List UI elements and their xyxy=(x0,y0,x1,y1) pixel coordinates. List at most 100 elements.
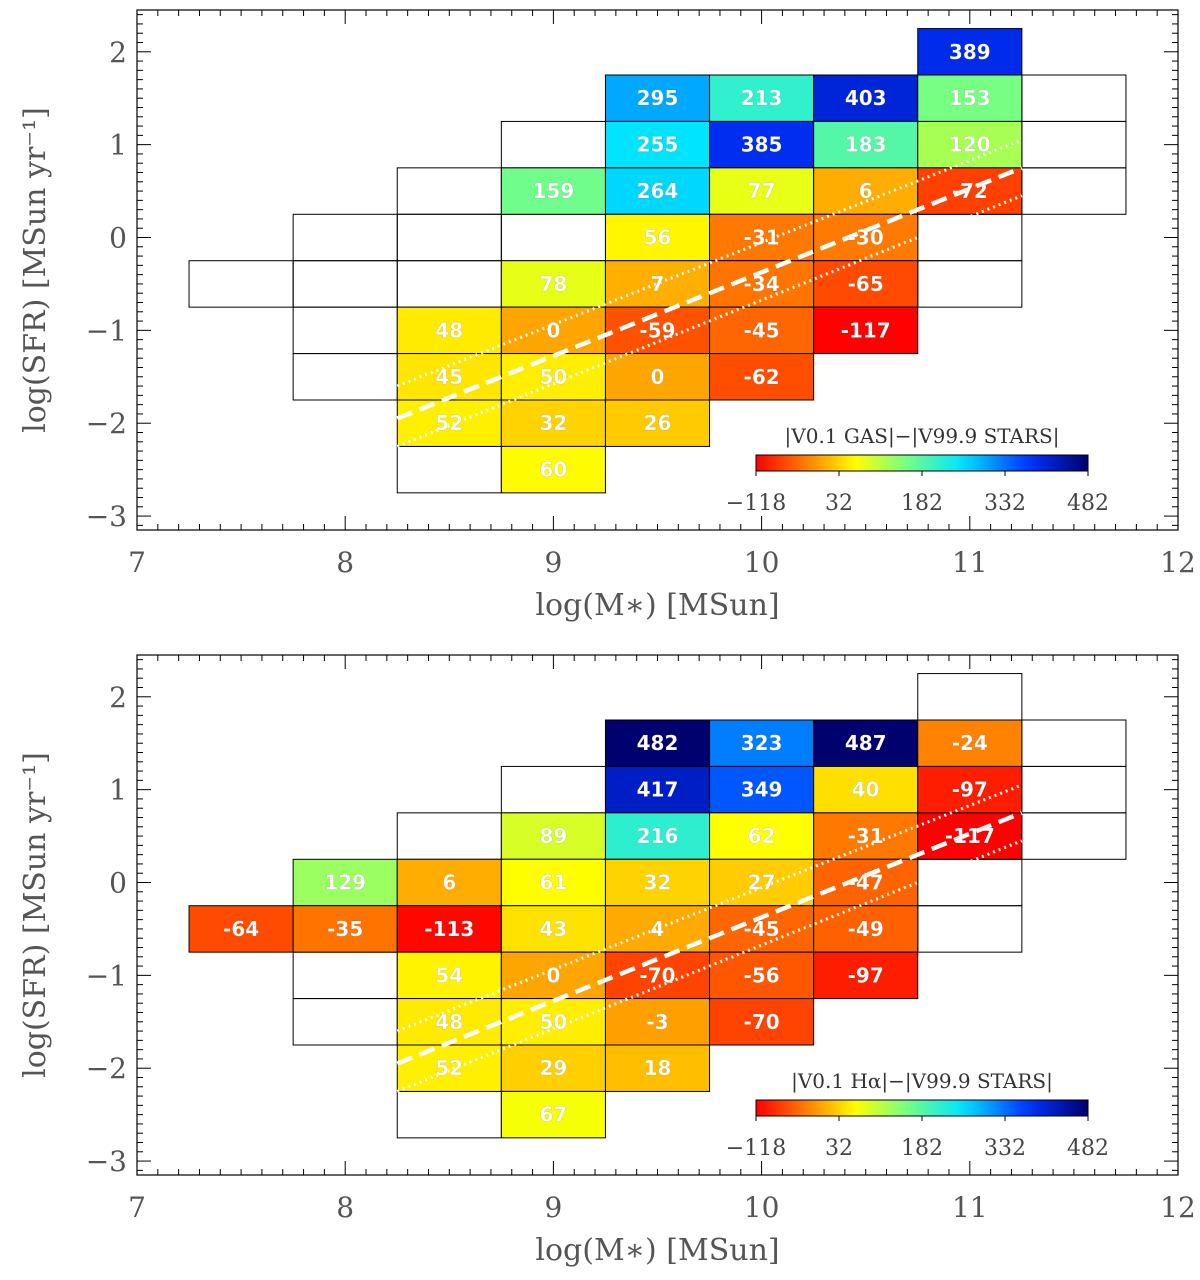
colorbar-tick-label: 332 xyxy=(984,491,1026,516)
y-axis-label: log(SFR) [MSun yr⁻¹] xyxy=(18,752,53,1078)
cell-value-label: 487 xyxy=(845,731,887,755)
cell-value-label: 67 xyxy=(539,1103,567,1127)
x-tick-label: 9 xyxy=(544,1191,562,1224)
heatmap-cell xyxy=(500,951,606,1000)
colorbar-tick-label: −118 xyxy=(726,491,786,516)
cell-value-label: -65 xyxy=(848,272,884,296)
cell-value-label: -45 xyxy=(744,318,780,342)
colorbar-tick-label: −118 xyxy=(726,1136,786,1161)
heatmap-cell xyxy=(500,306,606,355)
heatmap-cell xyxy=(813,719,919,767)
x-tick-label: 10 xyxy=(744,546,780,579)
heatmap-cell xyxy=(604,765,711,814)
empty-bin xyxy=(917,213,1023,262)
cell-value-label: 4 xyxy=(651,917,665,941)
heatmap-cell xyxy=(709,858,815,907)
heatmap-cell xyxy=(604,998,711,1046)
cell-value-label: 56 xyxy=(644,226,672,250)
cell-value-label: -35 xyxy=(327,917,363,941)
empty-bin xyxy=(917,260,1023,308)
heatmap-cell xyxy=(813,306,919,355)
y-tick-label: −2 xyxy=(86,407,127,440)
cell-value-label: 52 xyxy=(435,411,463,435)
heatmap-cell xyxy=(500,905,606,953)
main-sequence-dashed-line xyxy=(396,165,1023,421)
heatmap-cell xyxy=(604,719,711,767)
cell-value-label: 77 xyxy=(748,179,776,203)
x-tick-label: 9 xyxy=(544,546,562,579)
y-tick-label: 1 xyxy=(109,774,127,807)
x-tick-label: 12 xyxy=(1160,1191,1196,1224)
heatmap-cell xyxy=(500,353,606,401)
cell-value-label: -113 xyxy=(424,917,474,941)
empty-bin xyxy=(500,120,606,169)
cell-value-label: 385 xyxy=(741,133,783,157)
cell-value-label: 417 xyxy=(637,778,679,802)
cell-value-label: -117 xyxy=(945,824,995,848)
y-tick-label: 1 xyxy=(109,129,127,162)
x-axis-label: log(M∗) [MSun] xyxy=(535,1233,779,1268)
cell-value-label: 32 xyxy=(644,871,672,895)
empty-bin xyxy=(292,951,398,1000)
cell-value-label: 6 xyxy=(442,871,456,895)
empty-bin xyxy=(500,213,606,262)
cell-value-label: 61 xyxy=(539,871,567,895)
x-tick-label: 11 xyxy=(952,546,988,579)
cell-value-label: -70 xyxy=(639,963,675,987)
heatmap-cell xyxy=(604,353,711,401)
cell-value-label: 120 xyxy=(949,133,991,157)
cell-value-label: 54 xyxy=(435,963,463,987)
cell-value-label: -117 xyxy=(841,318,891,342)
x-tick-label: 12 xyxy=(1160,546,1196,579)
empty-bin xyxy=(1021,167,1127,215)
y-tick-label: 2 xyxy=(109,681,127,714)
cell-value-label: 183 xyxy=(845,133,887,157)
main-sequence-upper-dotted-line xyxy=(396,783,1023,1033)
colorbar-tick-label: 32 xyxy=(825,1136,853,1161)
y-tick-label: −1 xyxy=(86,314,127,347)
y-tick-label: −1 xyxy=(86,959,127,992)
colorbar-title: |V0.1 GAS|−|V99.9 STARS| xyxy=(785,424,1060,449)
heatmap-cell xyxy=(500,445,606,494)
heatmap-cell xyxy=(604,399,711,447)
cell-value-label: 7 xyxy=(651,272,665,296)
heatmap-cell xyxy=(813,951,919,1000)
empty-bin xyxy=(292,213,398,262)
heatmap-cell xyxy=(604,858,711,907)
cell-value-label: 62 xyxy=(748,824,776,848)
cell-value-label: 0 xyxy=(546,963,560,987)
heatmap-cell xyxy=(813,858,919,907)
heatmap-cell xyxy=(500,1090,606,1139)
x-tick-label: 7 xyxy=(128,546,146,579)
empty-bin xyxy=(1021,74,1127,122)
cell-value-label: 482 xyxy=(637,731,679,755)
main-sequence-upper-dotted-line xyxy=(396,138,1023,388)
cell-value-label: 349 xyxy=(741,778,783,802)
x-tick-label: 11 xyxy=(952,1191,988,1224)
cell-value-label: -72 xyxy=(952,179,988,203)
colorbar xyxy=(755,454,1089,472)
cell-value-label: 60 xyxy=(539,458,567,482)
y-tick-label: −3 xyxy=(86,500,127,533)
heatmap-cell xyxy=(396,858,502,907)
heatmap-cell xyxy=(500,260,606,308)
cell-value-label: 26 xyxy=(644,411,672,435)
cell-value-label: -49 xyxy=(848,917,884,941)
x-tick-label: 10 xyxy=(744,1191,780,1224)
cell-value-label: 403 xyxy=(845,86,887,110)
cell-value-label: 18 xyxy=(644,1056,672,1080)
empty-bin xyxy=(917,673,1023,721)
cell-value-label: 43 xyxy=(539,917,567,941)
cell-value-label: 48 xyxy=(435,1010,463,1034)
cell-value-label: 40 xyxy=(852,778,880,802)
y-tick-label: 2 xyxy=(109,36,127,69)
heatmap-cell xyxy=(604,812,711,860)
cell-value-label: 216 xyxy=(637,824,679,848)
empty-bin xyxy=(292,353,398,401)
main-sequence-lower-dotted-line xyxy=(396,839,1023,1093)
heatmap-cell xyxy=(709,167,815,215)
cell-value-label: -31 xyxy=(744,226,780,250)
empty-bin xyxy=(1021,120,1127,169)
